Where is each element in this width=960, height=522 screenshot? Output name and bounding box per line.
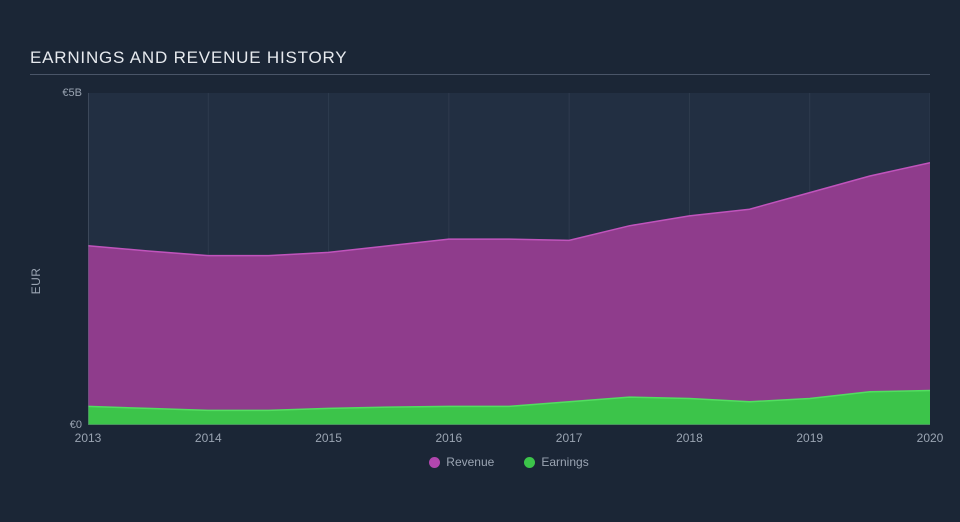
plot-region: €0€5B20132014201520162017201820192020 (88, 93, 930, 425)
x-tick-label: 2019 (796, 431, 823, 445)
chart-area: EUR €0€5B2013201420152016201720182019202… (54, 93, 930, 469)
x-tick-label: 2020 (917, 431, 944, 445)
x-tick-label: 2017 (556, 431, 583, 445)
legend-swatch (429, 457, 440, 468)
y-tick-label: €0 (70, 419, 82, 431)
legend-item-revenue: Revenue (429, 455, 494, 469)
x-tick-label: 2018 (676, 431, 703, 445)
title-row: EARNINGS AND REVENUE HISTORY (30, 48, 930, 75)
x-tick-label: 2015 (315, 431, 342, 445)
legend-label: Earnings (541, 455, 588, 469)
chart-svg (88, 93, 930, 425)
legend: Revenue Earnings (88, 455, 930, 469)
x-tick-label: 2014 (195, 431, 222, 445)
legend-label: Revenue (446, 455, 494, 469)
x-tick-label: 2016 (435, 431, 462, 445)
legend-swatch (524, 457, 535, 468)
legend-item-earnings: Earnings (524, 455, 588, 469)
y-axis-label: EUR (29, 268, 43, 295)
x-tick-label: 2013 (75, 431, 102, 445)
y-tick-label: €5B (62, 87, 82, 99)
chart-title: EARNINGS AND REVENUE HISTORY (30, 48, 347, 68)
